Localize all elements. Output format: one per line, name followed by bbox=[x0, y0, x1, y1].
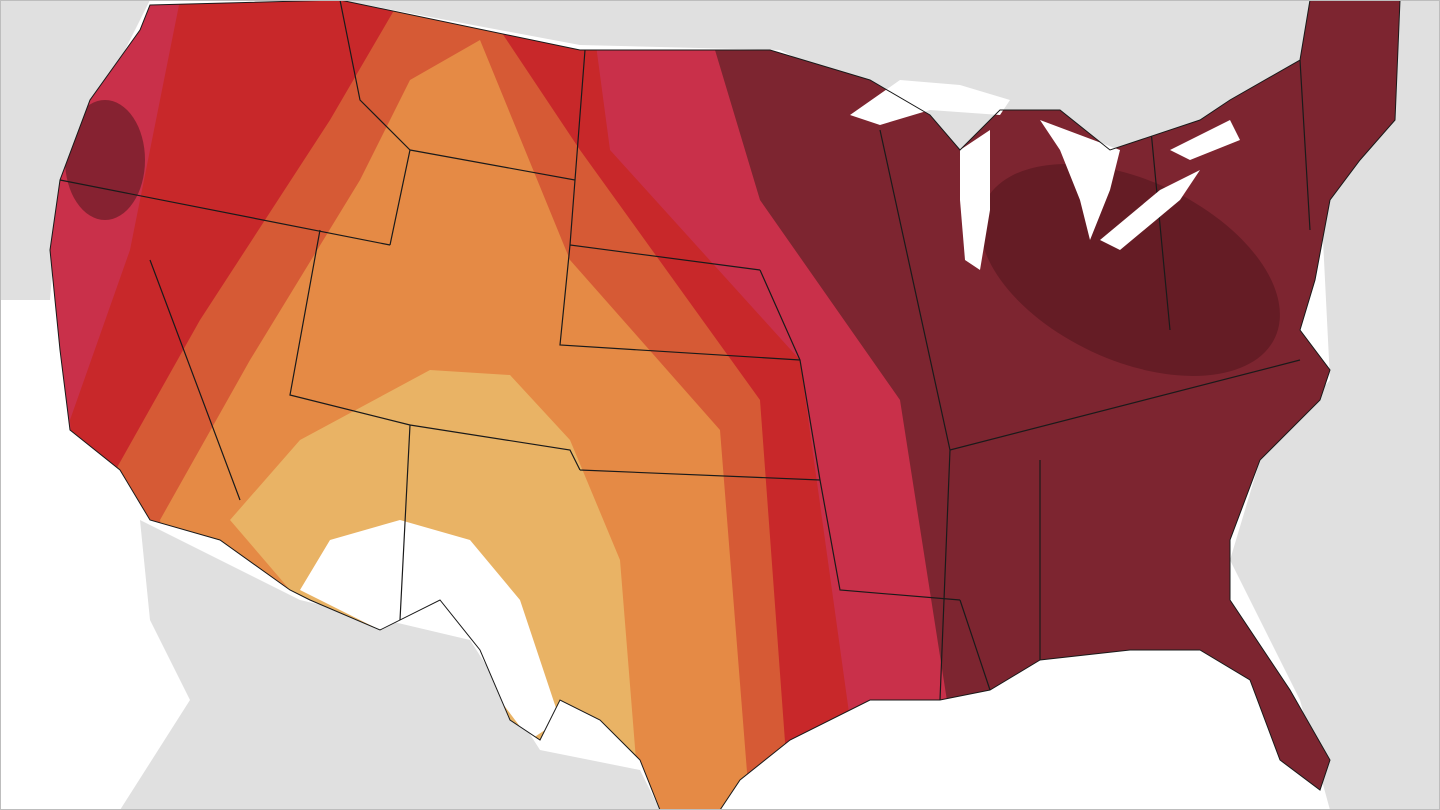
us-outline bbox=[49, 0, 1401, 810]
great-lakes bbox=[850, 80, 1240, 270]
state-lines bbox=[59, 0, 1311, 701]
